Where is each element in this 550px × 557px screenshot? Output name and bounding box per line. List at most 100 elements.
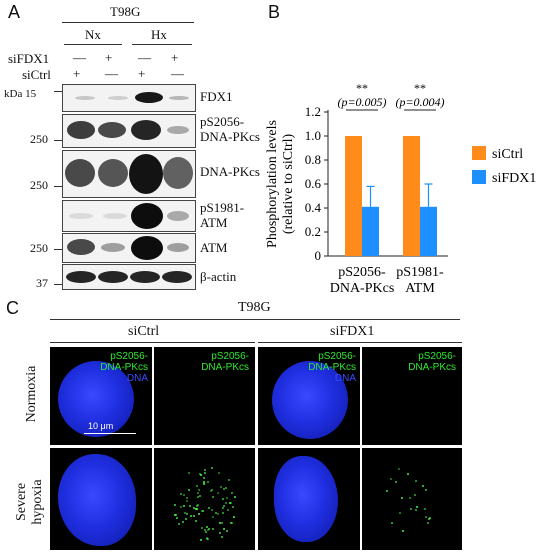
focus-dot [224, 487, 227, 490]
focus-dot [188, 504, 191, 507]
p-value: (p=0.005) [337, 95, 386, 109]
y-tick-label: 0.6 [305, 176, 322, 191]
y-tick-label: 1.2 [305, 104, 321, 119]
focus-dot [220, 485, 223, 488]
ladder-beta-actin: 37 [36, 276, 48, 290]
focus-dot [181, 521, 184, 524]
focus-dot [409, 508, 412, 511]
phosphorylation-chart: 0 0.2 0.4 0.6 0.8 1.0 1.2 Phosphorylation level… [265, 81, 536, 296]
band [98, 159, 128, 187]
focus-dot [212, 496, 215, 499]
focus-dot [206, 538, 209, 541]
focus-dot [186, 500, 189, 503]
mark: + [105, 50, 113, 65]
focus-dot [233, 515, 236, 518]
focus-dot [173, 514, 176, 517]
focus-dot [179, 493, 182, 496]
image-hypoxia-sictrl-merge [50, 448, 152, 550]
scale-bar-label: 10 μm [88, 421, 114, 431]
focus-dot [226, 496, 229, 499]
focus-dot [408, 497, 411, 500]
focus-dot [211, 528, 214, 531]
panel-c-cell-line: T98G [238, 300, 271, 315]
image-normoxia-sifdx1-green: pS2056- DNA-PKcs [362, 347, 462, 445]
category-label: ATM [405, 281, 435, 296]
image-normoxia-sifdx1-merge: pS2056- DNA-PKcs DNA [258, 347, 360, 445]
legend-label: siCtrl [492, 147, 523, 162]
legend-swatch [472, 170, 486, 184]
band [69, 213, 93, 219]
focus-dot [187, 488, 190, 491]
band [167, 243, 189, 252]
focus-dot [231, 492, 234, 495]
focus-dot [212, 516, 215, 519]
focus-dot [424, 488, 427, 491]
bar [403, 136, 420, 256]
sictrl-rule [50, 342, 255, 343]
focus-dot [175, 514, 178, 517]
focus-dot [198, 489, 201, 492]
category-label: pS1981- [396, 265, 444, 280]
focus-dot [225, 501, 228, 504]
blot-fdx1 [62, 84, 196, 112]
focus-dot [231, 522, 234, 525]
row-label-severe-hypoxia: Severe hypoxia [14, 479, 45, 525]
focus-dot [217, 491, 220, 494]
focus-dot [422, 485, 425, 488]
image-hypoxia-sifdx1-green [362, 448, 462, 550]
blot-label-dna-pkcs: DNA-PKcs [200, 164, 260, 179]
mark: + [138, 66, 146, 81]
focus-dot [192, 506, 195, 509]
ladder-atm: 250 [30, 241, 48, 255]
focus-dot [198, 472, 201, 475]
focus-dot [211, 509, 214, 512]
band [131, 203, 163, 229]
band [130, 271, 160, 283]
row-label-sictrl: siCtrl [22, 67, 51, 82]
band [167, 211, 189, 221]
blot-beta-actin [62, 264, 196, 290]
focus-dot [204, 468, 207, 471]
focus-dot [197, 495, 200, 498]
band [167, 126, 189, 134]
blot-ps1981 [62, 200, 196, 232]
significance-stars: ** [414, 81, 426, 95]
focus-dot [203, 529, 206, 532]
focus-dot [221, 521, 224, 524]
band [162, 271, 192, 283]
band [67, 121, 95, 139]
focus-dot [218, 471, 221, 474]
focus-dot [231, 505, 234, 508]
focus-dot [221, 507, 224, 510]
hx-rule [132, 44, 192, 45]
band [169, 96, 189, 100]
band [75, 96, 95, 100]
blot-label-fdx1: FDX1 [200, 89, 233, 104]
band [129, 154, 163, 194]
focus-dot [386, 490, 389, 493]
y-tick-label: 0.2 [305, 224, 321, 239]
ladder-dna-pkcs: 250 [30, 178, 48, 192]
focus-dot [195, 508, 198, 511]
focus-dot [398, 511, 401, 514]
row-label-normoxia: Normoxia [24, 365, 39, 423]
focus-dot [216, 513, 219, 516]
focus-dot [229, 502, 232, 505]
band [135, 92, 163, 103]
focus-dot [202, 477, 205, 480]
focus-dot [226, 530, 229, 532]
focus-dot [185, 513, 188, 516]
y-axis-label: (relative to siCtrl) [281, 134, 296, 235]
focus-dot [173, 504, 176, 507]
band [65, 159, 95, 187]
focus-dot [416, 506, 419, 509]
band [131, 120, 161, 140]
panel-b-letter: B [268, 2, 281, 22]
blot-ps2056 [62, 114, 196, 148]
focus-dot [208, 528, 211, 531]
y-tick-label: 0 [315, 248, 322, 263]
band [66, 271, 96, 283]
focus-dot [183, 493, 186, 496]
band [98, 122, 126, 138]
focus-dot [221, 497, 224, 500]
